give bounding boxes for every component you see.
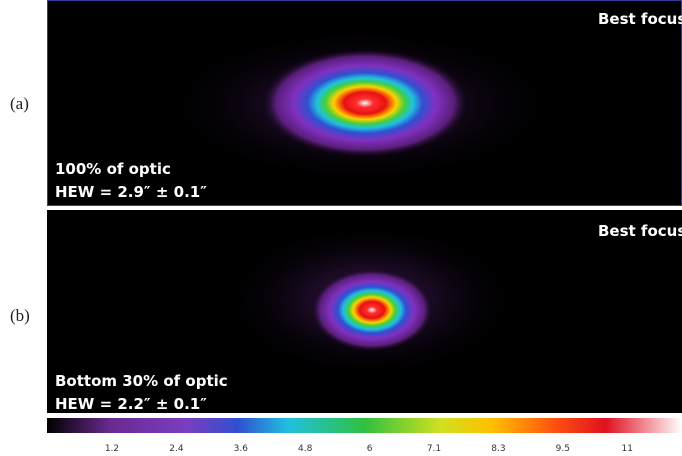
panel-label: (b): [10, 306, 30, 325]
colorbar-tick-label: 1.2: [105, 444, 119, 454]
colorbar-tick-label: 9.5: [556, 444, 570, 454]
page: (a) Best focus 100% of optic HEW = 2.9″ ± 0…: [0, 0, 682, 456]
colorbar-tick-label: 4.8: [298, 444, 313, 454]
hew: HEW = 2.9″ ± 0.1″: [55, 183, 207, 201]
description: 100% of optic: [55, 160, 171, 178]
colorbar-tick-label: 6: [367, 444, 373, 454]
corner-text: Best focus: [598, 222, 682, 240]
colorbar: [47, 418, 682, 433]
colorbar-tick-label: 7.1: [427, 444, 441, 454]
description: Bottom 30% of optic: [55, 372, 228, 390]
colorbar-tick-label: 11: [621, 444, 632, 454]
corner-text: Best focus: [598, 10, 682, 28]
colorbar-tick-label: 8.3: [491, 444, 505, 454]
panel-label: (a): [10, 94, 29, 113]
colorbar-tick-label: 3.6: [234, 444, 249, 454]
hew: HEW = 2.2″ ± 0.1″: [55, 395, 207, 413]
figure: (a) Best focus 100% of optic HEW = 2.9″ ± 0…: [0, 0, 682, 456]
colorbar-tick-label: 2.4: [169, 444, 184, 454]
